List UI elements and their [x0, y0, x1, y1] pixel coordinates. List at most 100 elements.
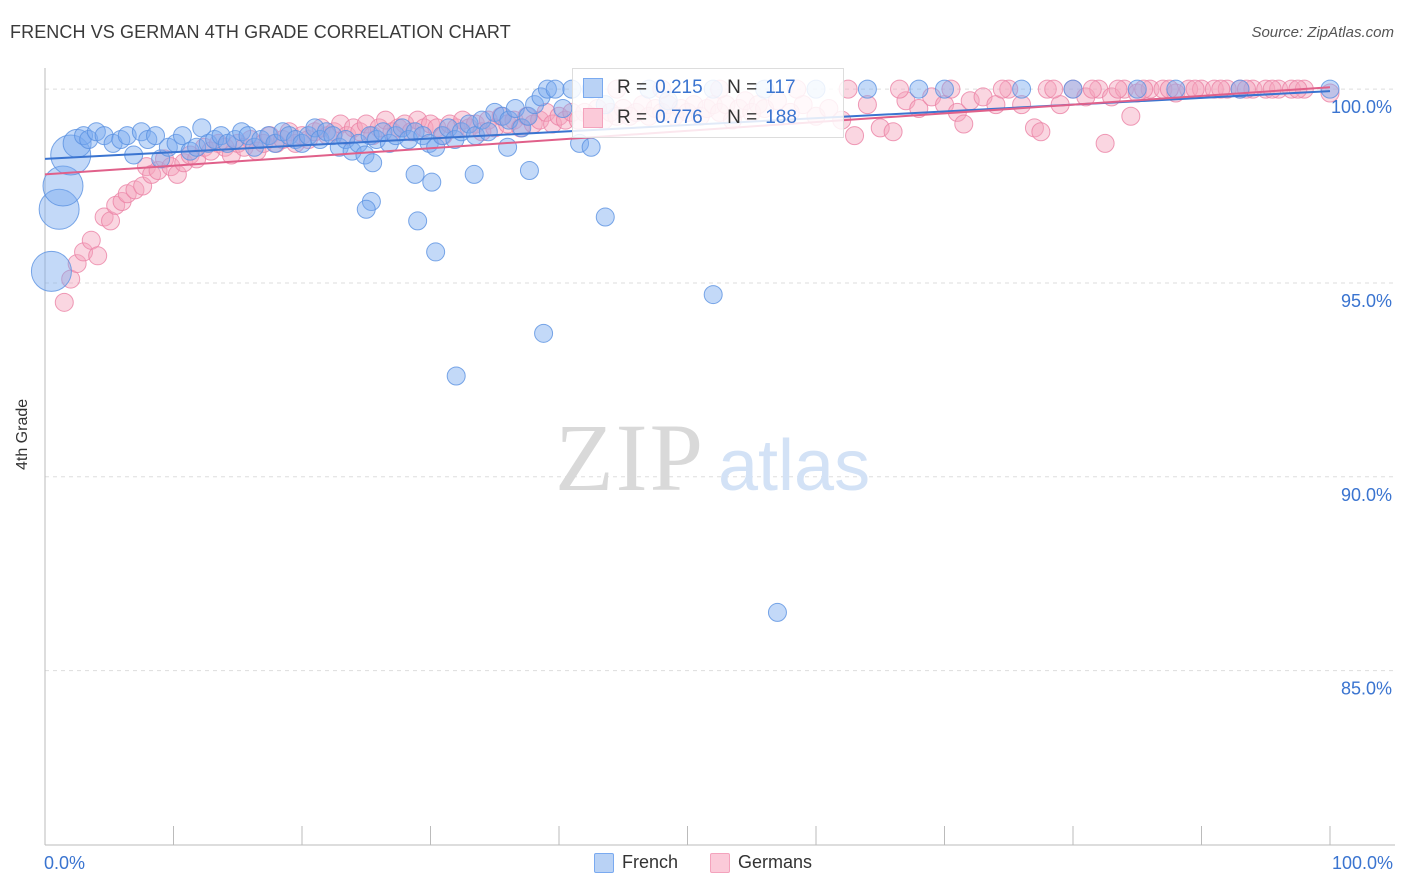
french-point: [367, 130, 387, 150]
germans-point: [74, 242, 94, 262]
germans-point: [530, 110, 550, 130]
legend-item-french[interactable]: French: [593, 852, 678, 873]
french-point: [519, 161, 539, 181]
r-label: R =: [617, 107, 648, 128]
germans-point: [174, 153, 194, 173]
french-legend-label: French: [621, 852, 678, 872]
french-point: [363, 153, 383, 173]
french-point: [42, 165, 84, 207]
french-point: [131, 122, 151, 142]
french-point: [446, 366, 466, 386]
french-point: [238, 126, 258, 146]
french-point: [305, 118, 325, 138]
french-point: [525, 95, 545, 115]
series-legend: French Germans: [0, 852, 1406, 873]
germans-point: [857, 95, 877, 115]
y-tick-label: 95.0%: [1341, 291, 1392, 311]
germans-point: [1095, 133, 1115, 153]
germans-point: [88, 246, 108, 266]
french-point: [1012, 79, 1032, 99]
french-point: [146, 126, 166, 146]
french-point: [151, 149, 171, 169]
french-point: [172, 126, 192, 146]
french-point: [512, 118, 532, 138]
french-point: [767, 602, 787, 622]
germans-point: [478, 110, 498, 130]
french-point: [553, 99, 573, 119]
stats-row-germans: R = 0.776 N = 188: [583, 103, 833, 133]
axes: [44, 68, 1395, 846]
stats-row-french: R = 0.215 N = 117: [583, 73, 833, 103]
french-point: [426, 242, 446, 262]
germans-n-value: 188: [765, 107, 797, 128]
french-n-value: 117: [765, 77, 796, 98]
n-label: N =: [727, 77, 758, 98]
germans-point: [883, 122, 903, 142]
germans-legend-label: Germans: [738, 852, 813, 872]
french-point: [1166, 79, 1186, 99]
french-point: [1127, 79, 1147, 99]
french-point: [211, 126, 231, 146]
french-point: [935, 79, 954, 99]
y-tick-label: 90.0%: [1341, 485, 1392, 505]
french-point: [50, 134, 92, 176]
french-point: [292, 133, 312, 153]
legend-item-germans[interactable]: Germans: [710, 852, 812, 873]
french-point: [498, 137, 518, 157]
french-point: [703, 285, 723, 305]
y-tick-label: 100.0%: [1331, 97, 1392, 117]
french-point: [259, 126, 279, 146]
germans-point: [941, 79, 961, 99]
french-point: [518, 106, 538, 126]
n-label: N =: [727, 107, 758, 128]
germans-point: [1031, 122, 1051, 142]
french-point: [117, 126, 137, 146]
germans-point: [992, 79, 1012, 99]
french-point: [478, 122, 498, 142]
germans-point: [1082, 79, 1102, 99]
french-point: [445, 130, 465, 150]
french-point: [909, 79, 929, 99]
french-point: [545, 79, 565, 99]
germans-point: [356, 114, 376, 134]
french-point: [405, 164, 425, 184]
watermark-zip: ZIP: [555, 404, 705, 511]
y-tick-label: 85.0%: [1341, 679, 1392, 699]
germans-point: [870, 118, 890, 138]
germans-point: [1037, 79, 1057, 99]
french-point: [355, 145, 375, 165]
french-point: [595, 207, 615, 227]
grid-lines: [45, 88, 1395, 672]
stats-legend: R = 0.215 N = 117 R = 0.776 N = 188: [572, 68, 844, 138]
french-point: [459, 114, 479, 134]
french-point: [392, 118, 412, 138]
french-point: [379, 133, 399, 153]
french-legend-swatch: [593, 852, 614, 873]
french-point: [356, 199, 376, 219]
french-point: [857, 79, 877, 99]
french-point: [581, 137, 601, 157]
french-point: [432, 126, 452, 146]
germans-point: [1134, 79, 1154, 99]
french-point: [1063, 79, 1083, 99]
germans-point: [1320, 83, 1340, 103]
germans-point: [1044, 79, 1064, 99]
germans-point: [890, 79, 910, 99]
french-point: [537, 79, 557, 99]
source-label: Source: ZipAtlas.com: [1251, 24, 1394, 41]
germans-point: [67, 254, 87, 274]
french-point: [38, 188, 80, 230]
french-point: [464, 164, 484, 184]
french-point: [74, 126, 94, 146]
x-tick-label-max: 100.0%: [1332, 853, 1393, 873]
germans-r-value: 0.776: [655, 107, 703, 128]
germans-point: [54, 292, 74, 312]
germans-point: [408, 110, 428, 130]
french-point: [422, 172, 442, 192]
germans-swatch: [583, 108, 603, 128]
germans-point: [954, 114, 974, 134]
french-point: [408, 211, 428, 231]
french-point: [30, 250, 72, 292]
x-tick-label-min: 0.0%: [44, 853, 85, 873]
french-swatch: [583, 78, 603, 98]
